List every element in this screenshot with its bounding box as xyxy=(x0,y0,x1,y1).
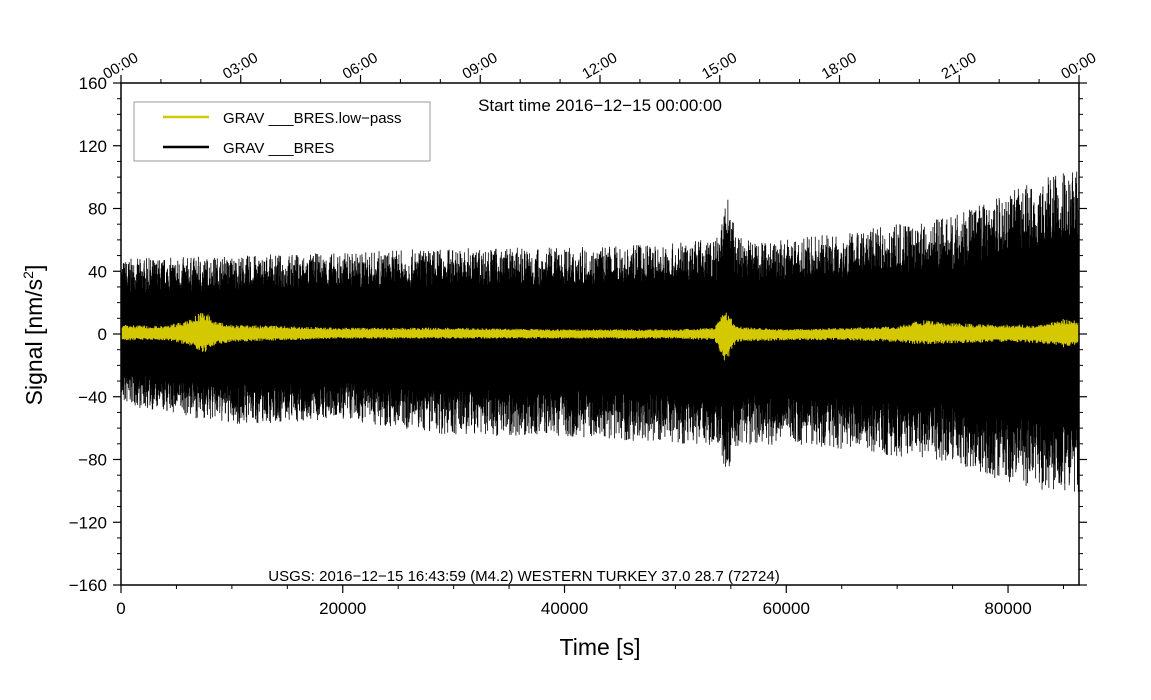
y-tick-label: 40 xyxy=(88,262,107,281)
y-axis-label-tail: ] xyxy=(21,265,47,271)
y-tick-label: 80 xyxy=(88,200,107,219)
legend-label-lowpass: GRAV ___BRES.low−pass xyxy=(223,110,402,127)
series-layer xyxy=(121,171,1079,492)
y-axis-label: Signal [nm/s2] xyxy=(20,265,47,406)
legend: GRAV ___BRES.low−pass GRAV ___BRES xyxy=(133,101,431,162)
y-tick-label: −80 xyxy=(78,451,107,470)
axis-ticks xyxy=(113,75,1087,593)
series-grav-bres-lowpass xyxy=(121,312,1079,361)
x-tick-label: 20000 xyxy=(319,599,366,618)
x-tick-labels: 0 20000 40000 60000 80000 xyxy=(116,599,1031,618)
x-tick-label: 40000 xyxy=(541,599,588,618)
legend-box xyxy=(133,101,431,162)
x-axis-label: Time [s] xyxy=(560,634,641,660)
y-axis-label-sup: 2 xyxy=(20,271,36,279)
legend-label-raw: GRAV ___BRES xyxy=(223,140,334,157)
event-annotation: USGS: 2016−12−15 16:43:59 (M4.2) WESTERN… xyxy=(268,568,779,585)
y-tick-label: −160 xyxy=(69,576,107,595)
x-tick-label: 80000 xyxy=(984,599,1031,618)
x-tick-label: 0 xyxy=(116,599,125,618)
y-axis-label-main: Signal [nm/s xyxy=(21,279,47,406)
x-tick-label: 60000 xyxy=(763,599,810,618)
y-tick-label: 160 xyxy=(79,74,107,93)
y-tick-label: 120 xyxy=(79,137,107,156)
y-tick-labels: −160 −120 −80 −40 0 40 80 120 160 xyxy=(69,74,107,595)
chart-title: Start time 2016−12−15 00:00:00 xyxy=(478,96,722,115)
y-tick-label: 0 xyxy=(98,325,107,344)
y-tick-label: −120 xyxy=(69,513,107,532)
series-line-grav-bres-lowpass xyxy=(121,312,1079,361)
y-tick-label: −40 xyxy=(78,388,107,407)
